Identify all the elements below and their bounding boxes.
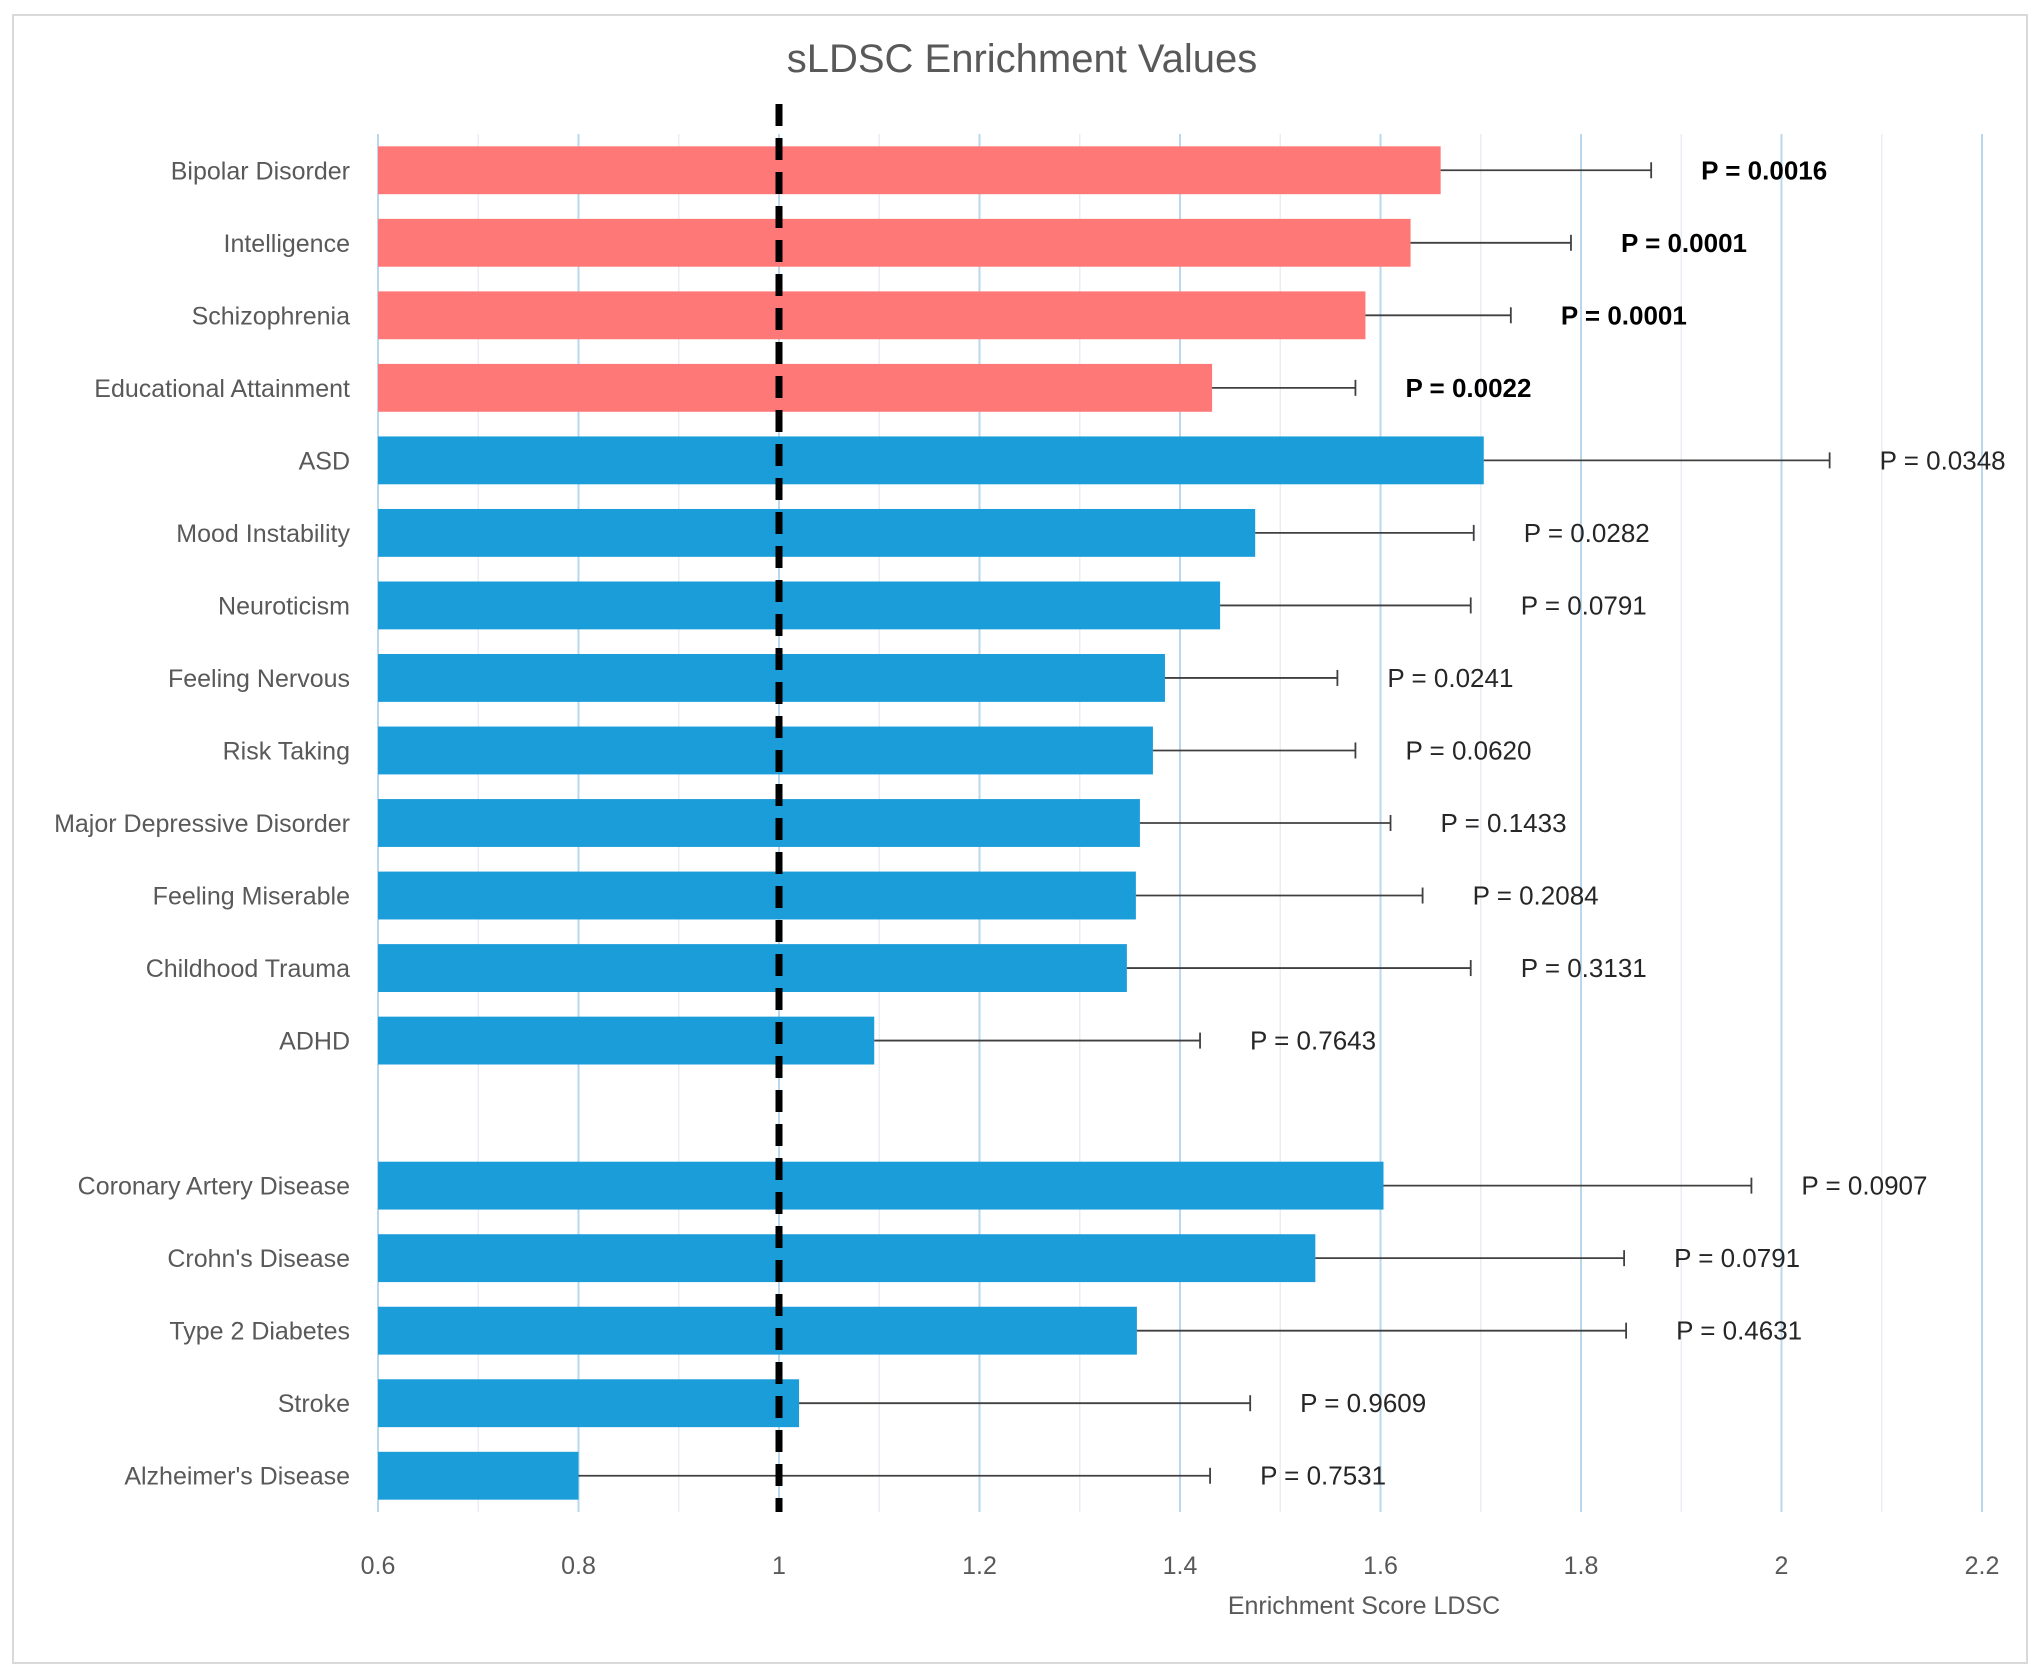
- p-value-label: P = 0.0001: [1621, 228, 1747, 258]
- error-bars: [578, 162, 1831, 1484]
- p-value-label: P = 0.9609: [1300, 1388, 1426, 1418]
- chart-frame: sLDSC Enrichment Values Bipolar Disorder…: [12, 14, 2028, 1664]
- x-tick-label: 0.8: [561, 1552, 596, 1580]
- p-value-label: P = 0.0348: [1880, 445, 2006, 475]
- x-tick-label: 0.6: [361, 1552, 396, 1580]
- p-value-label: P = 0.7643: [1250, 1026, 1376, 1056]
- p-value-label: P = 0.0620: [1405, 735, 1531, 765]
- p-value-label: P = 0.0001: [1561, 300, 1687, 330]
- chart-title: sLDSC Enrichment Values: [787, 37, 1258, 81]
- p-value-label: P = 0.1433: [1441, 808, 1567, 838]
- bar: [378, 1306, 1137, 1355]
- p-value-label: P = 0.0791: [1521, 590, 1647, 620]
- p-value-label: P = 0.0907: [1801, 1171, 1927, 1201]
- bar: [378, 871, 1136, 920]
- x-tick-label: 2.2: [1965, 1552, 2000, 1580]
- bar: [378, 726, 1153, 775]
- bar: [378, 291, 1366, 340]
- category-label: Mood Instability: [176, 520, 350, 548]
- bars: [378, 146, 1484, 1500]
- chart-svg: sLDSC Enrichment Values Bipolar Disorder…: [54, 37, 2006, 1620]
- bar: [378, 1234, 1316, 1283]
- p-value-label: P = 0.0022: [1405, 373, 1531, 403]
- bar: [378, 1161, 1384, 1210]
- p-value-label: P = 0.0791: [1674, 1243, 1800, 1273]
- p-value-label: P = 0.0016: [1701, 155, 1827, 185]
- category-label: Bipolar Disorder: [171, 157, 350, 185]
- category-label: Major Depressive Disorder: [54, 810, 350, 838]
- category-label: ADHD: [279, 1028, 350, 1056]
- x-tick-label: 2: [1775, 1552, 1789, 1580]
- bar: [378, 508, 1256, 557]
- category-label: Coronary Artery Disease: [78, 1173, 350, 1201]
- bar: [378, 944, 1127, 992]
- x-tick-label: 1.8: [1564, 1552, 1599, 1580]
- category-labels: Bipolar Disorder Intelligence Schizophreni…: [54, 157, 350, 1490]
- category-label: Feeling Miserable: [153, 883, 350, 911]
- x-tick-label: 1.4: [1163, 1552, 1198, 1580]
- category-label: Childhood Trauma: [146, 955, 350, 983]
- bar: [378, 1379, 800, 1428]
- x-tick-label: 1: [772, 1552, 786, 1580]
- category-label: Alzheimer's Disease: [124, 1463, 350, 1491]
- category-label: Crohn's Disease: [167, 1245, 350, 1273]
- p-value-label: P = 0.3131: [1521, 953, 1647, 983]
- category-label: Stroke: [278, 1390, 350, 1418]
- x-tick-label: 1.6: [1363, 1552, 1398, 1580]
- bar: [378, 146, 1441, 195]
- p-value-label: P = 0.0241: [1387, 663, 1513, 693]
- category-label: Risk Taking: [223, 737, 350, 765]
- bar: [378, 1016, 875, 1065]
- category-label: Type 2 Diabetes: [169, 1318, 350, 1346]
- bar: [378, 654, 1165, 702]
- bar: [378, 799, 1140, 847]
- p-value-labels: P = 0.0016 P = 0.0001 P = 0.0001 P = 0.0022…: [1250, 155, 2006, 1490]
- category-label: Neuroticism: [218, 592, 350, 620]
- p-value-label: P = 0.2084: [1473, 881, 1599, 911]
- bar: [378, 436, 1484, 485]
- p-value-label: P = 0.7531: [1260, 1461, 1386, 1491]
- category-label: Intelligence: [224, 230, 350, 258]
- p-value-label: P = 0.0282: [1524, 518, 1650, 548]
- category-label: Schizophrenia: [192, 302, 351, 330]
- x-tick-label: 1.2: [962, 1552, 997, 1580]
- p-value-label: P = 0.4631: [1676, 1316, 1802, 1346]
- category-label: Educational Attainment: [94, 375, 350, 403]
- x-axis-title: Enrichment Score LDSC: [1228, 1592, 1500, 1620]
- category-label: ASD: [299, 447, 350, 475]
- bar: [378, 218, 1411, 267]
- x-tick-labels: 0.6 0.8 1 1.2 1.4 1.6 1.8 2 2.2: [361, 1552, 2000, 1580]
- category-label: Feeling Nervous: [168, 665, 350, 693]
- bar: [378, 581, 1221, 630]
- bar: [378, 363, 1213, 412]
- bar: [378, 1451, 579, 1500]
